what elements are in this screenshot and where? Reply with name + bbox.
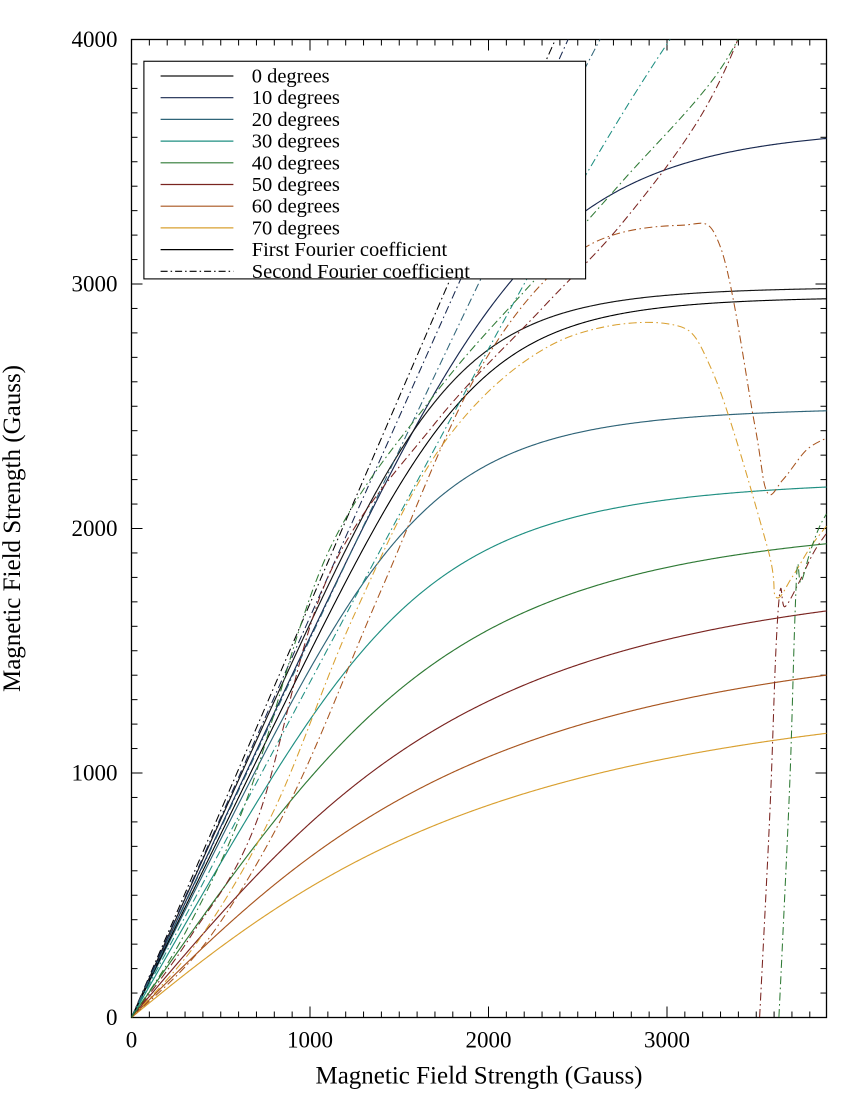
svg-text:50 degrees: 50 degrees — [252, 174, 340, 196]
svg-text:2000: 2000 — [466, 1028, 512, 1053]
svg-text:Magnetic Field Strength (Gauss: Magnetic Field Strength (Gauss) — [315, 1063, 642, 1090]
svg-text:3000: 3000 — [644, 1028, 690, 1053]
svg-text:3000: 3000 — [72, 272, 118, 297]
svg-text:1000: 1000 — [287, 1028, 333, 1053]
svg-text:4000: 4000 — [72, 27, 118, 52]
svg-text:1000: 1000 — [72, 761, 118, 786]
svg-text:20 degrees: 20 degrees — [252, 109, 340, 131]
svg-text:Second Fourier coefficient: Second Fourier coefficient — [252, 261, 471, 283]
svg-text:First Fourier coefficient: First Fourier coefficient — [252, 239, 448, 261]
svg-text:Magnetic Field Strength (Gauss: Magnetic Field Strength (Gauss) — [0, 365, 26, 692]
svg-text:60 degrees: 60 degrees — [252, 196, 340, 218]
svg-text:0: 0 — [106, 1005, 118, 1030]
svg-text:10 degrees: 10 degrees — [252, 87, 340, 109]
svg-text:70 degrees: 70 degrees — [252, 217, 340, 239]
svg-text:2000: 2000 — [72, 516, 118, 541]
svg-text:0: 0 — [126, 1028, 138, 1053]
svg-text:40 degrees: 40 degrees — [252, 152, 340, 174]
svg-text:0 degrees: 0 degrees — [252, 66, 330, 88]
svg-text:30 degrees: 30 degrees — [252, 131, 340, 153]
